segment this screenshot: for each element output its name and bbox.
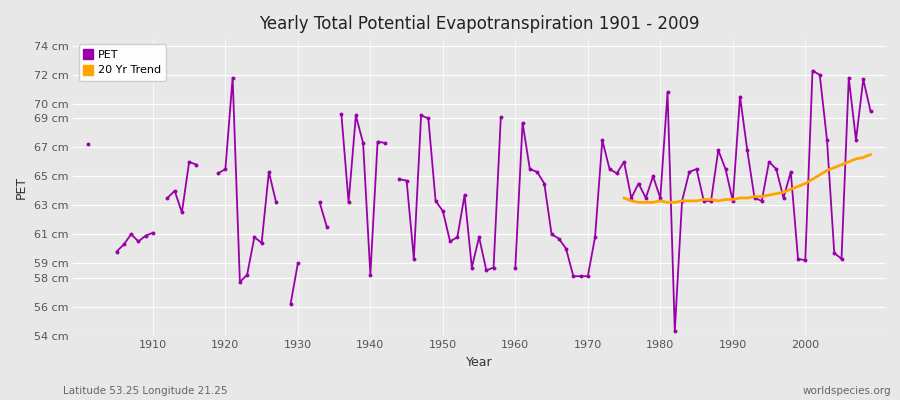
Title: Yearly Total Potential Evapotranspiration 1901 - 2009: Yearly Total Potential Evapotranspiratio… bbox=[259, 15, 699, 33]
Legend: PET, 20 Yr Trend: PET, 20 Yr Trend bbox=[78, 44, 166, 81]
Text: worldspecies.org: worldspecies.org bbox=[803, 386, 891, 396]
Text: Latitude 53.25 Longitude 21.25: Latitude 53.25 Longitude 21.25 bbox=[63, 386, 228, 396]
Y-axis label: PET: PET bbox=[15, 176, 28, 199]
X-axis label: Year: Year bbox=[466, 356, 492, 369]
